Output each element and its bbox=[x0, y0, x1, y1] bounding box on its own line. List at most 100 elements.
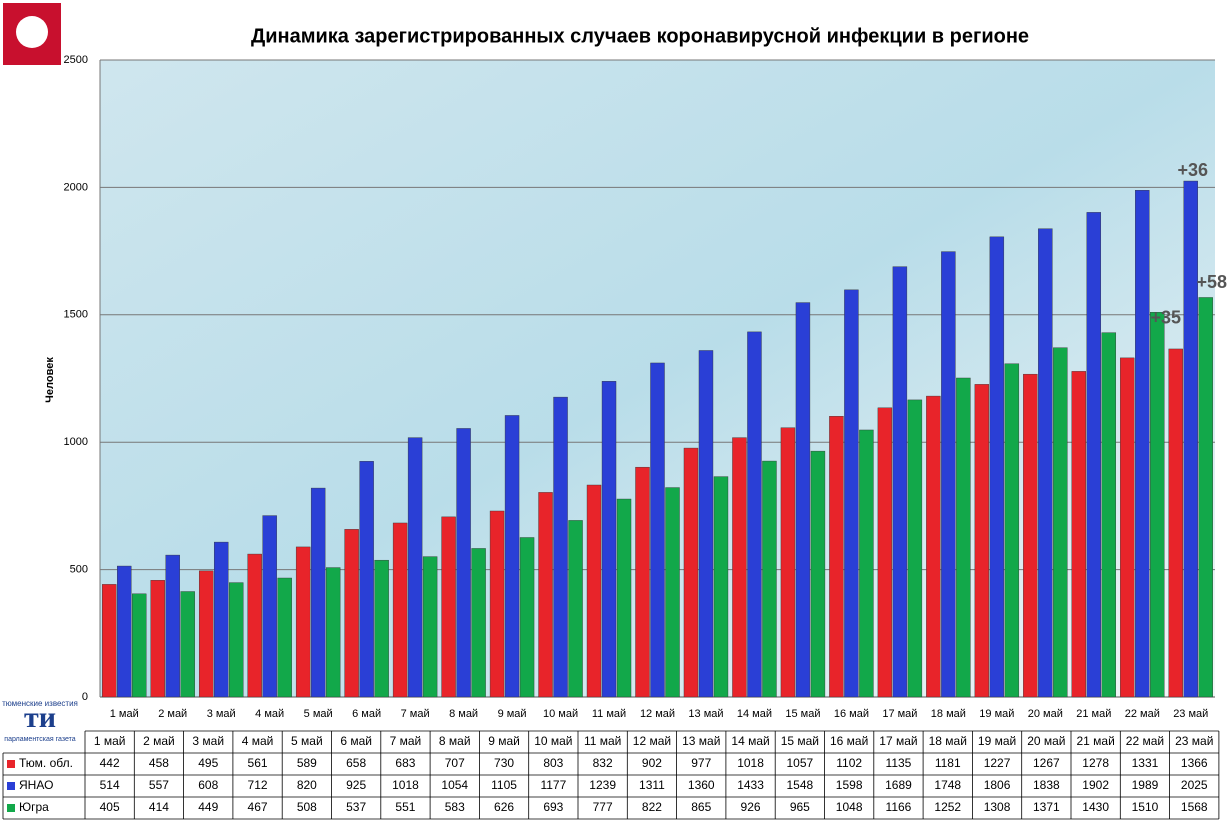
bar bbox=[1071, 371, 1087, 698]
table-cell: 583 bbox=[445, 800, 465, 814]
table-header: 21 май bbox=[1076, 734, 1114, 748]
bar bbox=[892, 266, 908, 698]
bar bbox=[1023, 373, 1038, 698]
y-tick-label: 2500 bbox=[64, 54, 88, 66]
bar bbox=[504, 415, 520, 698]
table-header: 7 май bbox=[390, 734, 422, 748]
bar bbox=[1168, 348, 1183, 698]
x-tick-label: 15 май bbox=[785, 708, 820, 720]
table-header: 22 май bbox=[1126, 734, 1164, 748]
bar bbox=[441, 516, 456, 698]
bar bbox=[1004, 363, 1020, 698]
x-tick-label: 17 май bbox=[882, 708, 917, 720]
table-cell: 514 bbox=[100, 778, 120, 792]
table-cell: 820 bbox=[297, 778, 317, 792]
bar bbox=[747, 331, 762, 698]
chart-title: Динамика зарегистрированных случаев коро… bbox=[251, 25, 1029, 47]
y-tick-label: 0 bbox=[82, 691, 88, 703]
bar bbox=[1053, 347, 1068, 698]
bar bbox=[1086, 212, 1102, 698]
bar bbox=[1038, 228, 1053, 698]
bar bbox=[310, 487, 326, 698]
table-header: 14 май bbox=[731, 734, 769, 748]
bar bbox=[877, 407, 893, 698]
x-tick-label: 23 май bbox=[1173, 708, 1208, 720]
x-tick-label: 22 май bbox=[1125, 708, 1160, 720]
bar bbox=[941, 251, 956, 698]
table-cell: 1057 bbox=[786, 756, 813, 770]
bar bbox=[102, 584, 117, 698]
table-cell: 730 bbox=[494, 756, 514, 770]
table-cell: 1308 bbox=[984, 800, 1011, 814]
bar bbox=[344, 529, 359, 698]
bar bbox=[1183, 180, 1198, 698]
table-header: 13 май bbox=[682, 734, 720, 748]
bar bbox=[732, 437, 747, 698]
emblem-shape bbox=[16, 16, 48, 48]
bar bbox=[989, 236, 1005, 698]
bar bbox=[407, 437, 423, 698]
table-cell: 1430 bbox=[1082, 800, 1109, 814]
table-header: 8 май bbox=[439, 734, 471, 748]
bar bbox=[616, 498, 632, 698]
bar bbox=[422, 556, 438, 698]
table-cell: 707 bbox=[445, 756, 465, 770]
bar bbox=[1120, 357, 1135, 698]
table-cell: 712 bbox=[248, 778, 268, 792]
x-tick-label: 13 май bbox=[688, 708, 723, 720]
bar bbox=[471, 548, 486, 698]
bar bbox=[601, 381, 617, 698]
table-cell: 1135 bbox=[886, 756, 912, 770]
bar bbox=[956, 377, 971, 698]
x-tick-label: 10 май bbox=[543, 708, 578, 720]
x-tick-label: 19 май bbox=[979, 708, 1014, 720]
x-tick-label: 2 май bbox=[158, 708, 187, 720]
table-header: 11 май bbox=[584, 734, 621, 748]
legend-swatch bbox=[7, 760, 15, 768]
y-tick-label: 1000 bbox=[64, 436, 88, 448]
table-cell: 1102 bbox=[836, 756, 862, 770]
y-axis-label: Человек bbox=[44, 357, 56, 403]
table-header: 15 май bbox=[781, 734, 819, 748]
table-cell: 1748 bbox=[934, 778, 961, 792]
bar bbox=[635, 466, 650, 698]
bar bbox=[698, 350, 714, 698]
legend-swatch bbox=[7, 782, 15, 790]
table-cell: 1371 bbox=[1033, 800, 1060, 814]
table-header: 3 май bbox=[192, 734, 224, 748]
table-cell: 467 bbox=[248, 800, 268, 814]
bar bbox=[926, 395, 941, 698]
bar bbox=[519, 537, 535, 698]
x-tick-label: 14 май bbox=[737, 708, 772, 720]
table-cell: 977 bbox=[691, 756, 711, 770]
table-header: 12 май bbox=[633, 734, 671, 748]
table-cell: 1227 bbox=[984, 756, 1011, 770]
bar bbox=[665, 487, 680, 698]
x-tick-label: 11 май bbox=[592, 708, 626, 720]
x-tick-label: 16 май bbox=[834, 708, 869, 720]
table-cell: 508 bbox=[297, 800, 317, 814]
table-cell: 1311 bbox=[639, 778, 665, 792]
bar bbox=[795, 302, 811, 698]
table-cell: 495 bbox=[198, 756, 218, 770]
annotation: +58 bbox=[1196, 272, 1227, 292]
x-tick-label: 8 май bbox=[449, 708, 478, 720]
annotation: +35 bbox=[1150, 308, 1181, 328]
table-cell: 589 bbox=[297, 756, 317, 770]
bar bbox=[165, 554, 180, 698]
bar bbox=[180, 591, 195, 698]
bar bbox=[586, 484, 602, 698]
x-tick-label: 4 май bbox=[255, 708, 284, 720]
x-tick-label: 9 май bbox=[498, 708, 527, 720]
table-header: 4 май bbox=[242, 734, 274, 748]
table-cell: 405 bbox=[100, 800, 120, 814]
legend-label: Тюм. обл. bbox=[19, 756, 73, 770]
bar bbox=[117, 565, 132, 698]
table-cell: 1510 bbox=[1132, 800, 1159, 814]
table-cell: 561 bbox=[248, 756, 268, 770]
table-header: 17 май bbox=[879, 734, 917, 748]
bar bbox=[829, 416, 844, 698]
bar bbox=[974, 384, 990, 698]
bar bbox=[907, 399, 923, 698]
bar bbox=[844, 289, 859, 698]
